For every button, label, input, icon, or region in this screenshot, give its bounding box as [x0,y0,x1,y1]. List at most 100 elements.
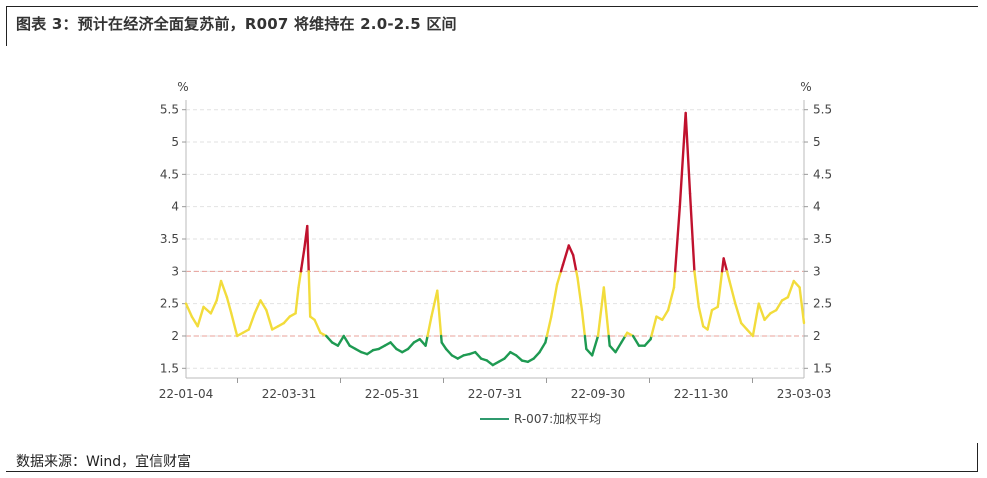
series-segment [614,341,623,354]
series-segment [532,350,541,360]
left-y-tick-label: 4 [171,200,179,214]
series-segment [571,253,578,273]
series-segment [306,224,310,273]
series-segment [300,247,306,270]
series-segment [440,341,448,351]
series-segment [693,270,701,309]
series-segment [247,312,256,331]
series-segment [786,279,795,299]
series-segment [342,334,351,347]
series-segment [265,308,274,331]
left-y-tick-label: 2 [171,329,179,343]
series-segment [225,295,233,315]
series-segment [583,334,588,351]
series-segment [474,350,483,360]
series-segment [294,286,300,315]
series-segment [389,341,398,351]
series-segment [672,270,677,289]
series-segment [650,315,658,338]
series-segment [190,315,199,328]
series-segment [567,244,575,257]
series-segment [706,308,714,331]
series-segment [798,286,806,325]
series-segment [620,334,627,344]
series-segment [673,205,682,273]
x-tick-label: 22-09-30 [571,387,625,401]
series-segment [259,299,268,312]
series-segment [503,350,512,360]
right-unit-label: % [800,80,811,94]
series-segment [550,283,559,318]
series-segment [202,305,213,315]
series-segment [576,276,584,312]
series-segment [608,344,617,354]
x-tick-label: 23-03-03 [777,387,831,401]
series-segment [209,299,218,315]
series-segment [722,257,729,273]
right-y-tick-label: 5 [813,135,821,149]
series-segment [313,318,322,334]
series-segment [424,334,429,347]
left-unit-label: % [177,80,188,94]
source-frame-bottom [6,471,978,472]
title-frame-left [6,6,7,46]
series-segment [282,315,291,325]
source-note: 数据来源：Wind，宜信财富 [16,454,192,470]
right-y-tick-label: 2.5 [813,297,832,311]
series-segment [485,359,495,367]
series-segment [666,286,676,312]
title-frame-top [6,6,978,7]
right-y-tick-label: 1.5 [813,361,832,375]
series-segment [661,308,670,322]
left-y-tick-label: 3 [171,264,179,278]
series-segment [336,334,345,347]
x-tick-label: 22-11-30 [674,387,728,401]
left-y-tick-label: 3.5 [160,232,179,246]
series-segment [728,279,737,305]
series-segment [757,302,766,322]
series-segment [514,354,524,362]
series-segment [297,270,303,289]
right-y-tick-label: 2 [813,329,821,343]
series-segment [763,312,772,322]
series-segment [602,286,610,338]
series-segment [585,347,594,357]
left-y-tick-label: 4.5 [160,167,179,181]
series-segment [739,321,749,331]
series-segment [307,270,312,318]
series-segment [688,192,696,273]
x-tick-label: 22-01-04 [159,387,213,401]
axis-ticks: 1.5 1.5 2 2 2.5 2.5 3 3 3.5 3.5 4 4 4.5 4.5 5 5 5.5 5.5 22… [159,103,832,401]
left-y-tick-label: 2.5 [160,297,179,311]
series-segment [184,302,194,318]
series-segment [545,315,553,338]
series-segment [716,270,724,309]
series-segment [219,279,229,299]
right-y-tick-label: 4.5 [813,167,832,181]
source-frame-right [977,443,978,472]
left-y-tick-label: 5.5 [160,103,179,117]
series-segment [444,347,454,357]
series-segment [196,305,205,328]
series-segment [230,312,239,338]
grid-lines [186,109,804,369]
series-segment [725,270,731,283]
threshold-lines [186,270,804,337]
series-segment [775,299,784,312]
series-segment [538,341,547,354]
series-segment [596,286,606,338]
series-segment [678,111,687,208]
right-y-tick-label: 3.5 [813,232,832,246]
series-segment [436,289,443,338]
chart-title: 图表 3：预计在经济全面复苏前，R007 将维持在 2.0-2.5 区间 [16,15,457,33]
series-segment [580,308,587,338]
legend: R-007:加权平均 [480,412,601,426]
series-segment [734,302,743,325]
series-segment [792,279,801,289]
x-tick-label: 22-05-31 [365,387,419,401]
series-segment [697,305,705,328]
series-segment [555,270,563,286]
series-segment [325,334,334,344]
legend-label: R-007:加权平均 [514,412,601,426]
series-segment [253,299,262,315]
